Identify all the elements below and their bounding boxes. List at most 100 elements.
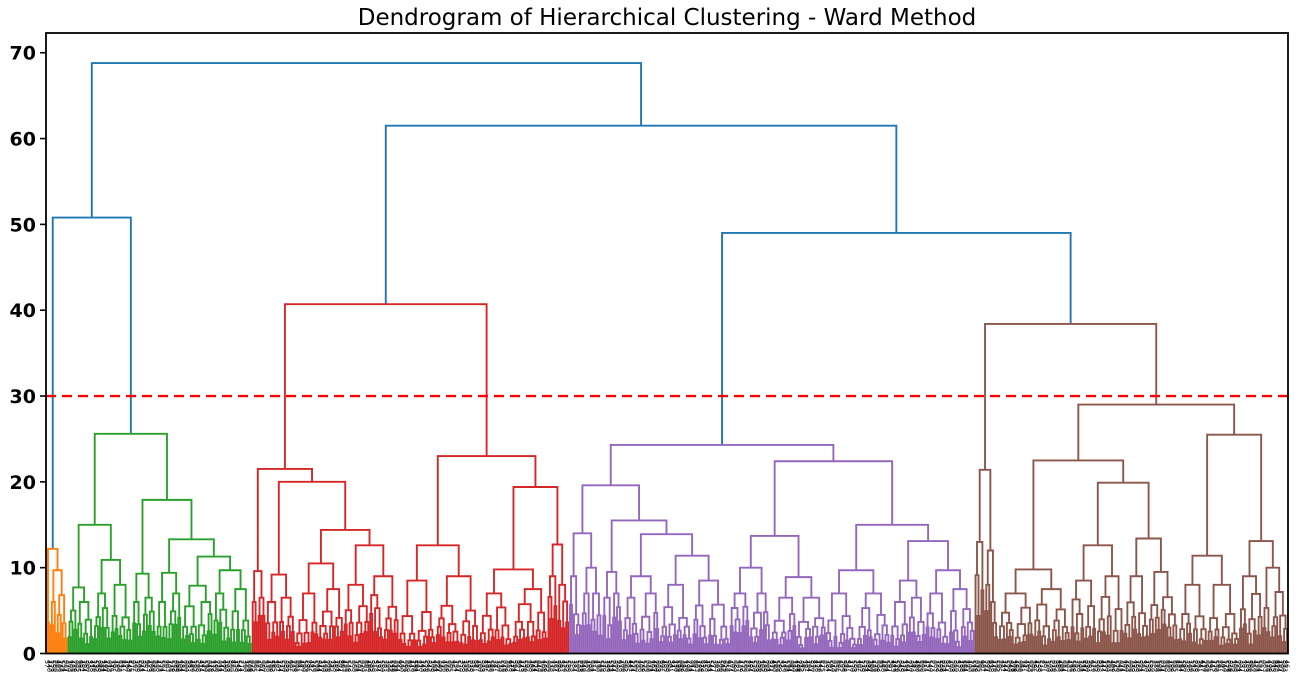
svg-text:0: 0 [1260,660,1267,664]
link-path [974,322,1288,654]
svg-text:3: 3 [458,660,465,664]
svg-text:519: 519 [168,660,175,672]
svg-text:550: 550 [378,660,385,672]
svg-text:486: 486 [68,660,75,672]
svg-text:238: 238 [938,660,945,672]
svg-text:285: 285 [270,660,277,672]
svg-text:18: 18 [272,660,279,668]
svg-text:558: 558 [1212,660,1219,672]
svg-text:458: 458 [331,660,338,672]
svg-text:312: 312 [699,660,706,672]
svg-text:634: 634 [864,660,871,672]
svg-text:648: 648 [96,660,103,672]
svg-text:166: 166 [1068,660,1075,672]
svg-text:218: 218 [762,660,769,672]
svg-text:638: 638 [644,660,651,672]
svg-text:130: 130 [496,660,503,672]
svg-text:478: 478 [507,660,514,672]
svg-text:62: 62 [405,660,412,668]
svg-text:43: 43 [811,660,818,668]
svg-text:207: 207 [729,660,736,672]
svg-text:620: 620 [358,660,365,672]
svg-text:569: 569 [1246,660,1253,672]
svg-text:566: 566 [774,660,781,672]
svg-text:568: 568 [664,660,671,672]
svg-text:369: 369 [756,660,763,672]
svg-text:191: 191 [333,660,340,672]
svg-text:370: 370 [65,660,72,672]
svg-text:460: 460 [221,660,228,672]
svg-text:446: 446 [989,660,996,672]
svg-text:313: 313 [1281,660,1288,672]
svg-text:403: 403 [164,660,171,672]
svg-text:83: 83 [1164,660,1171,668]
svg-text:578: 578 [115,660,122,672]
svg-text:552: 552 [268,660,275,672]
svg-text:410: 410 [417,660,424,672]
svg-text:334: 334 [766,660,773,672]
svg-text:325: 325 [623,660,630,672]
svg-text:28: 28 [997,660,1004,668]
svg-text:572: 572 [445,660,452,672]
svg-text:122: 122 [934,660,941,672]
svg-text:59: 59 [1207,660,1214,668]
svg-text:573: 573 [1026,660,1033,672]
svg-text:341: 341 [1019,660,1026,672]
svg-text:447: 447 [298,660,305,672]
svg-text:126: 126 [715,660,722,672]
svg-text:497: 497 [102,660,109,672]
svg-text:468: 468 [1056,660,1063,672]
svg-text:321: 321 [842,660,849,672]
svg-text:455: 455 [1132,660,1139,672]
svg-text:526: 526 [421,660,428,672]
svg-text:400: 400 [966,660,973,672]
svg-text:506: 506 [245,660,252,672]
svg-text:522: 522 [640,660,647,672]
svg-text:55: 55 [153,660,160,668]
svg-text:314: 314 [590,660,597,672]
svg-text:349: 349 [580,660,587,672]
svg-text:365: 365 [975,660,982,672]
svg-text:44: 44 [119,660,126,668]
svg-text:557: 557 [631,660,638,672]
svg-text:161: 161 [705,660,712,672]
svg-text:584: 584 [1060,660,1067,672]
svg-text:419: 419 [560,660,567,672]
svg-text:181: 181 [881,660,888,672]
svg-text:280: 280 [1181,660,1188,672]
svg-text:503: 503 [1046,660,1053,672]
svg-text:561: 561 [411,660,418,672]
svg-text:19: 19 [854,660,861,668]
svg-text:432: 432 [484,660,491,672]
svg-text:73: 73 [439,660,446,668]
svg-text:466: 466 [1165,660,1172,672]
y-tick-label: 30 [10,386,36,408]
svg-text:36: 36 [558,660,565,668]
svg-text:224: 224 [433,660,440,672]
svg-text:200: 200 [476,660,483,672]
svg-text:86: 86 [362,660,369,668]
svg-text:587: 587 [258,660,265,672]
svg-text:107: 107 [1120,660,1127,672]
svg-text:289: 289 [51,660,58,672]
svg-text:84: 84 [472,660,479,668]
svg-text:2: 2 [1150,660,1157,664]
svg-text:390: 390 [241,660,248,672]
svg-text:444: 444 [1099,660,1106,672]
svg-text:148: 148 [782,660,789,672]
svg-text:219: 219 [70,660,77,672]
svg-text:61: 61 [1097,660,1104,668]
svg-text:505: 505 [936,660,943,672]
svg-text:564: 564 [883,660,890,672]
svg-text:416: 416 [88,660,95,672]
svg-text:97: 97 [396,660,403,668]
svg-text:340: 340 [437,660,444,672]
svg-text:602: 602 [72,660,79,672]
svg-text:72: 72 [1130,660,1137,668]
svg-text:168: 168 [958,660,965,672]
svg-text:6: 6 [930,660,937,664]
svg-text:562: 562 [993,660,1000,672]
svg-text:539: 539 [345,660,352,672]
svg-text:487: 487 [650,660,657,672]
svg-text:136: 136 [166,660,173,672]
